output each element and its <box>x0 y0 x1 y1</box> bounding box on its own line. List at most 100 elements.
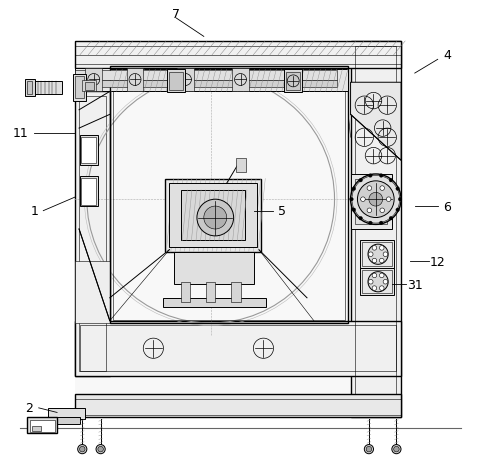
Bar <box>286 73 300 91</box>
Bar <box>165 179 261 252</box>
Circle shape <box>368 222 372 225</box>
Circle shape <box>379 259 383 263</box>
Bar <box>73 75 86 101</box>
Bar <box>169 73 183 91</box>
Bar <box>48 408 84 420</box>
Bar <box>205 282 215 303</box>
Circle shape <box>366 208 371 213</box>
Circle shape <box>395 187 399 191</box>
Circle shape <box>379 186 384 191</box>
Circle shape <box>379 274 383 278</box>
Circle shape <box>395 208 399 212</box>
Circle shape <box>365 447 371 452</box>
Bar <box>284 70 302 93</box>
Circle shape <box>367 272 387 292</box>
Circle shape <box>349 198 353 202</box>
Bar <box>109 70 348 92</box>
Bar <box>29 82 61 95</box>
Bar <box>232 69 248 92</box>
Circle shape <box>351 208 355 212</box>
Circle shape <box>372 246 376 251</box>
Bar <box>29 420 55 432</box>
Bar <box>174 252 254 285</box>
Bar <box>75 71 336 81</box>
Text: 5: 5 <box>277 205 285 218</box>
Circle shape <box>367 245 387 265</box>
Text: 11: 11 <box>12 127 28 140</box>
Bar <box>75 399 400 415</box>
Bar <box>167 70 185 93</box>
Circle shape <box>391 445 400 454</box>
Circle shape <box>204 207 226 230</box>
Bar <box>81 179 96 205</box>
Bar <box>180 190 245 241</box>
Bar <box>162 298 265 307</box>
Bar <box>80 177 98 207</box>
Circle shape <box>383 280 387 285</box>
Bar <box>169 184 256 248</box>
Circle shape <box>79 447 85 452</box>
Bar <box>235 158 245 172</box>
Bar <box>127 69 143 92</box>
Bar <box>75 92 109 376</box>
Circle shape <box>78 445 87 454</box>
Bar <box>75 394 400 417</box>
Circle shape <box>368 174 372 178</box>
Circle shape <box>368 252 372 257</box>
Circle shape <box>379 208 384 213</box>
Bar <box>50 417 80 424</box>
Bar <box>354 46 396 413</box>
Circle shape <box>366 186 371 191</box>
Bar <box>75 42 400 56</box>
Text: 4: 4 <box>442 49 450 62</box>
Circle shape <box>351 187 355 191</box>
Circle shape <box>388 179 392 183</box>
Bar <box>75 77 84 99</box>
Text: 1: 1 <box>30 205 38 218</box>
Bar <box>80 136 98 165</box>
Circle shape <box>372 274 376 278</box>
Bar <box>75 42 400 417</box>
Bar <box>109 67 348 323</box>
Bar <box>113 71 344 320</box>
Bar <box>75 321 400 376</box>
Bar <box>180 282 190 303</box>
Bar <box>32 426 41 431</box>
Circle shape <box>397 198 401 202</box>
Bar <box>350 174 391 230</box>
Circle shape <box>357 181 393 218</box>
Bar <box>75 69 336 92</box>
Bar <box>75 81 336 88</box>
Circle shape <box>363 445 373 454</box>
Bar <box>359 269 393 296</box>
Circle shape <box>379 222 382 225</box>
Text: 12: 12 <box>429 255 444 268</box>
Text: 7: 7 <box>172 8 180 21</box>
Circle shape <box>358 179 362 183</box>
Circle shape <box>196 200 233 236</box>
Bar <box>75 46 400 65</box>
Polygon shape <box>350 83 400 161</box>
Bar <box>27 82 32 95</box>
Bar <box>78 97 106 371</box>
Circle shape <box>379 246 383 251</box>
Circle shape <box>368 193 382 207</box>
Circle shape <box>372 286 376 291</box>
Bar <box>361 271 392 294</box>
Bar <box>81 138 96 164</box>
Bar <box>25 79 35 97</box>
Circle shape <box>383 252 387 257</box>
Polygon shape <box>75 262 109 323</box>
Bar <box>177 69 193 92</box>
Circle shape <box>368 280 372 285</box>
Text: 31: 31 <box>406 278 422 291</box>
Circle shape <box>358 217 362 220</box>
Bar <box>75 42 400 69</box>
Text: 2: 2 <box>25 402 34 414</box>
Circle shape <box>385 197 390 202</box>
Circle shape <box>379 286 383 291</box>
Bar <box>84 83 94 90</box>
Circle shape <box>96 445 105 454</box>
Circle shape <box>350 174 400 225</box>
Circle shape <box>360 197 364 202</box>
